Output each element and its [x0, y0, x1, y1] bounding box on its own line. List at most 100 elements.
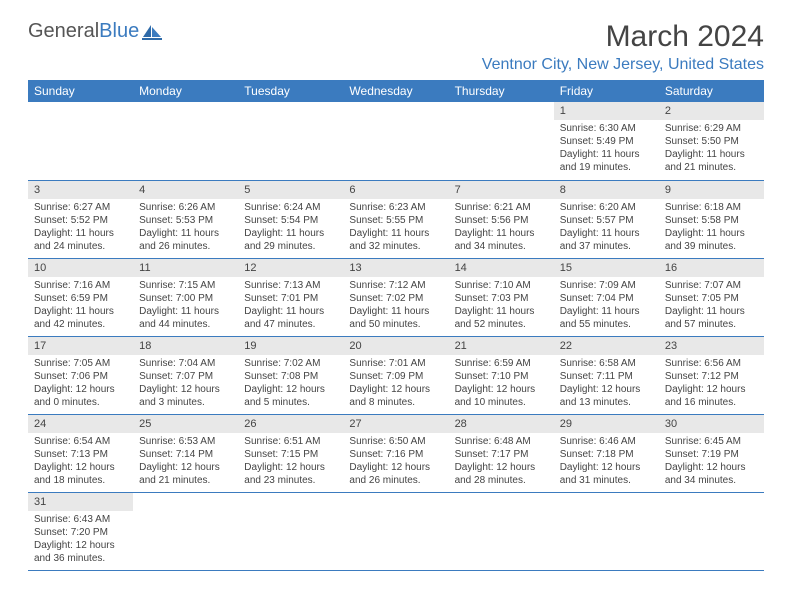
day-content: Sunrise: 7:16 AMSunset: 6:59 PMDaylight:…	[28, 277, 133, 335]
day-cell: 3Sunrise: 6:27 AMSunset: 5:52 PMDaylight…	[28, 180, 133, 258]
calendar-header-row: SundayMondayTuesdayWednesdayThursdayFrid…	[28, 80, 764, 102]
day-number: 8	[554, 181, 659, 199]
empty-cell	[554, 492, 659, 570]
calendar-table: SundayMondayTuesdayWednesdayThursdayFrid…	[28, 80, 764, 571]
day-cell: 6Sunrise: 6:23 AMSunset: 5:55 PMDaylight…	[343, 180, 448, 258]
day-number: 11	[133, 259, 238, 277]
calendar-row: 3Sunrise: 6:27 AMSunset: 5:52 PMDaylight…	[28, 180, 764, 258]
day-number: 1	[554, 102, 659, 120]
day-number: 22	[554, 337, 659, 355]
day-number: 27	[343, 415, 448, 433]
day-cell: 19Sunrise: 7:02 AMSunset: 7:08 PMDayligh…	[238, 336, 343, 414]
day-cell: 8Sunrise: 6:20 AMSunset: 5:57 PMDaylight…	[554, 180, 659, 258]
day-content: Sunrise: 6:45 AMSunset: 7:19 PMDaylight:…	[659, 433, 764, 491]
day-cell: 27Sunrise: 6:50 AMSunset: 7:16 PMDayligh…	[343, 414, 448, 492]
day-content: Sunrise: 7:07 AMSunset: 7:05 PMDaylight:…	[659, 277, 764, 335]
day-cell: 2Sunrise: 6:29 AMSunset: 5:50 PMDaylight…	[659, 102, 764, 180]
empty-cell	[659, 492, 764, 570]
day-content: Sunrise: 7:15 AMSunset: 7:00 PMDaylight:…	[133, 277, 238, 335]
day-number: 29	[554, 415, 659, 433]
day-content: Sunrise: 6:18 AMSunset: 5:58 PMDaylight:…	[659, 199, 764, 257]
day-content: Sunrise: 6:24 AMSunset: 5:54 PMDaylight:…	[238, 199, 343, 257]
page-header: GeneralBlue March 2024 Ventnor City, New…	[28, 20, 764, 74]
day-number: 10	[28, 259, 133, 277]
day-number: 19	[238, 337, 343, 355]
day-content: Sunrise: 7:13 AMSunset: 7:01 PMDaylight:…	[238, 277, 343, 335]
title-block: March 2024 Ventnor City, New Jersey, Uni…	[482, 20, 764, 74]
empty-cell	[343, 102, 448, 180]
empty-cell	[133, 102, 238, 180]
empty-cell	[343, 492, 448, 570]
day-cell: 30Sunrise: 6:45 AMSunset: 7:19 PMDayligh…	[659, 414, 764, 492]
empty-cell	[238, 492, 343, 570]
day-cell: 11Sunrise: 7:15 AMSunset: 7:00 PMDayligh…	[133, 258, 238, 336]
day-content: Sunrise: 6:23 AMSunset: 5:55 PMDaylight:…	[343, 199, 448, 257]
day-content: Sunrise: 7:10 AMSunset: 7:03 PMDaylight:…	[449, 277, 554, 335]
day-number: 14	[449, 259, 554, 277]
day-content: Sunrise: 6:50 AMSunset: 7:16 PMDaylight:…	[343, 433, 448, 491]
day-number: 4	[133, 181, 238, 199]
day-cell: 20Sunrise: 7:01 AMSunset: 7:09 PMDayligh…	[343, 336, 448, 414]
day-number: 21	[449, 337, 554, 355]
day-content: Sunrise: 6:20 AMSunset: 5:57 PMDaylight:…	[554, 199, 659, 257]
brand-logo: GeneralBlue	[28, 20, 165, 43]
weekday-header: Thursday	[449, 80, 554, 102]
day-cell: 1Sunrise: 6:30 AMSunset: 5:49 PMDaylight…	[554, 102, 659, 180]
day-number: 20	[343, 337, 448, 355]
day-number: 12	[238, 259, 343, 277]
day-content: Sunrise: 6:21 AMSunset: 5:56 PMDaylight:…	[449, 199, 554, 257]
day-number: 2	[659, 102, 764, 120]
day-content: Sunrise: 6:26 AMSunset: 5:53 PMDaylight:…	[133, 199, 238, 257]
day-content: Sunrise: 6:48 AMSunset: 7:17 PMDaylight:…	[449, 433, 554, 491]
day-number: 13	[343, 259, 448, 277]
day-number: 24	[28, 415, 133, 433]
day-cell: 13Sunrise: 7:12 AMSunset: 7:02 PMDayligh…	[343, 258, 448, 336]
weekday-header: Saturday	[659, 80, 764, 102]
day-content: Sunrise: 6:46 AMSunset: 7:18 PMDaylight:…	[554, 433, 659, 491]
day-cell: 12Sunrise: 7:13 AMSunset: 7:01 PMDayligh…	[238, 258, 343, 336]
day-number: 7	[449, 181, 554, 199]
day-cell: 23Sunrise: 6:56 AMSunset: 7:12 PMDayligh…	[659, 336, 764, 414]
weekday-header: Sunday	[28, 80, 133, 102]
day-number: 23	[659, 337, 764, 355]
day-cell: 17Sunrise: 7:05 AMSunset: 7:06 PMDayligh…	[28, 336, 133, 414]
weekday-header: Friday	[554, 80, 659, 102]
day-cell: 29Sunrise: 6:46 AMSunset: 7:18 PMDayligh…	[554, 414, 659, 492]
sail-icon	[141, 23, 165, 41]
day-cell: 10Sunrise: 7:16 AMSunset: 6:59 PMDayligh…	[28, 258, 133, 336]
day-content: Sunrise: 6:51 AMSunset: 7:15 PMDaylight:…	[238, 433, 343, 491]
day-number: 17	[28, 337, 133, 355]
calendar-row: 1Sunrise: 6:30 AMSunset: 5:49 PMDaylight…	[28, 102, 764, 180]
day-number: 6	[343, 181, 448, 199]
day-number: 15	[554, 259, 659, 277]
brand-text-blue: Blue	[99, 20, 139, 42]
day-cell: 14Sunrise: 7:10 AMSunset: 7:03 PMDayligh…	[449, 258, 554, 336]
day-cell: 26Sunrise: 6:51 AMSunset: 7:15 PMDayligh…	[238, 414, 343, 492]
weekday-header: Tuesday	[238, 80, 343, 102]
day-content: Sunrise: 6:54 AMSunset: 7:13 PMDaylight:…	[28, 433, 133, 491]
day-content: Sunrise: 7:01 AMSunset: 7:09 PMDaylight:…	[343, 355, 448, 413]
day-number: 25	[133, 415, 238, 433]
calendar-row: 31Sunrise: 6:43 AMSunset: 7:20 PMDayligh…	[28, 492, 764, 570]
day-content: Sunrise: 7:05 AMSunset: 7:06 PMDaylight:…	[28, 355, 133, 413]
calendar-row: 24Sunrise: 6:54 AMSunset: 7:13 PMDayligh…	[28, 414, 764, 492]
day-cell: 9Sunrise: 6:18 AMSunset: 5:58 PMDaylight…	[659, 180, 764, 258]
day-cell: 28Sunrise: 6:48 AMSunset: 7:17 PMDayligh…	[449, 414, 554, 492]
day-content: Sunrise: 7:09 AMSunset: 7:04 PMDaylight:…	[554, 277, 659, 335]
day-cell: 22Sunrise: 6:58 AMSunset: 7:11 PMDayligh…	[554, 336, 659, 414]
day-number: 9	[659, 181, 764, 199]
day-cell: 4Sunrise: 6:26 AMSunset: 5:53 PMDaylight…	[133, 180, 238, 258]
day-cell: 25Sunrise: 6:53 AMSunset: 7:14 PMDayligh…	[133, 414, 238, 492]
day-content: Sunrise: 6:29 AMSunset: 5:50 PMDaylight:…	[659, 120, 764, 178]
day-number: 16	[659, 259, 764, 277]
day-number: 26	[238, 415, 343, 433]
day-cell: 24Sunrise: 6:54 AMSunset: 7:13 PMDayligh…	[28, 414, 133, 492]
day-number: 30	[659, 415, 764, 433]
day-cell: 31Sunrise: 6:43 AMSunset: 7:20 PMDayligh…	[28, 492, 133, 570]
brand-text-gray: General	[28, 20, 99, 42]
day-number: 3	[28, 181, 133, 199]
day-content: Sunrise: 7:02 AMSunset: 7:08 PMDaylight:…	[238, 355, 343, 413]
day-cell: 21Sunrise: 6:59 AMSunset: 7:10 PMDayligh…	[449, 336, 554, 414]
calendar-body: 1Sunrise: 6:30 AMSunset: 5:49 PMDaylight…	[28, 102, 764, 570]
day-number: 18	[133, 337, 238, 355]
